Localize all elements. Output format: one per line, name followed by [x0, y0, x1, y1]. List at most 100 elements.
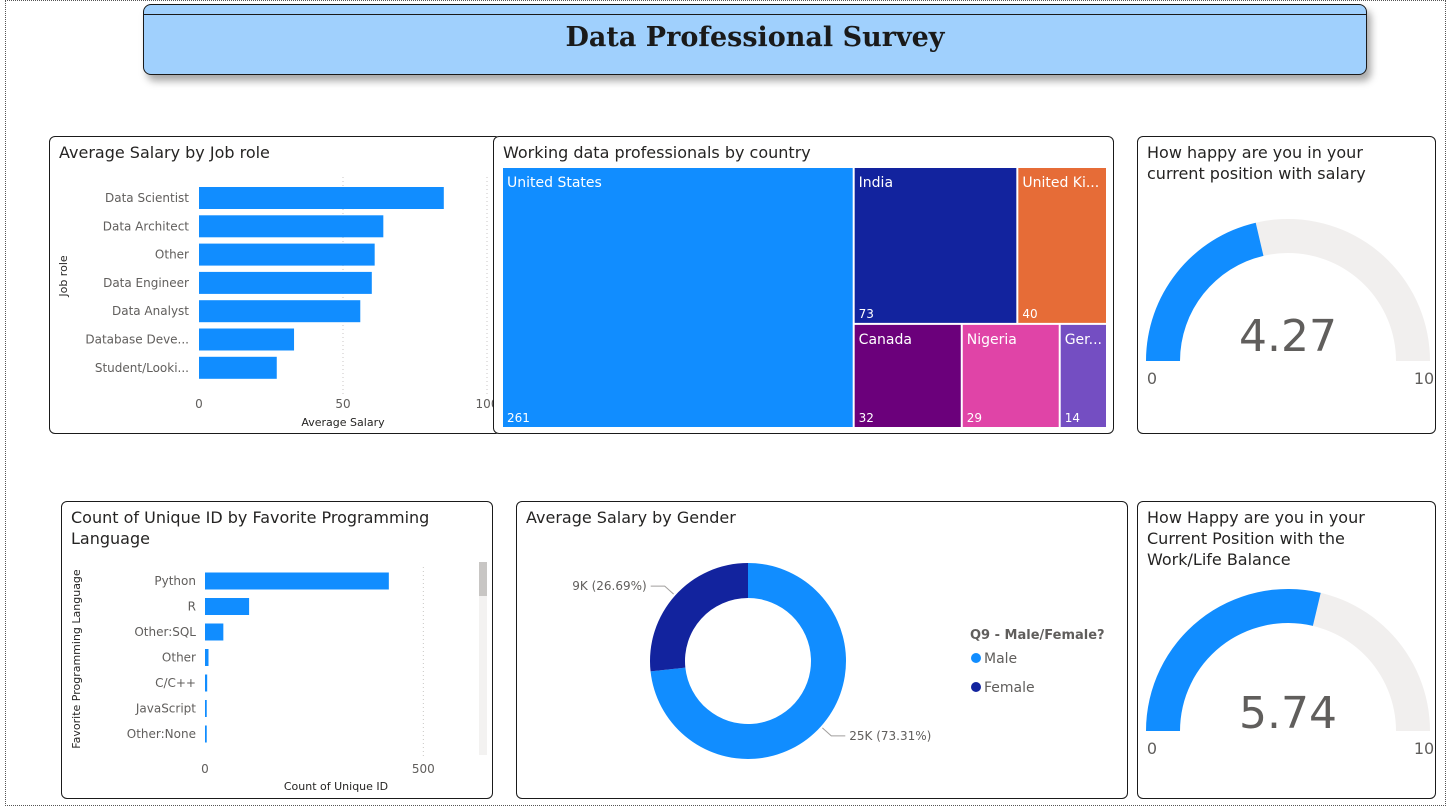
language-title-line1: Count of Unique ID by Favorite Programmi…	[71, 508, 430, 527]
bar	[205, 623, 224, 641]
x-tick-label: 50	[335, 397, 350, 411]
data-label-leader	[822, 727, 846, 737]
category-label: Data Architect	[103, 219, 190, 233]
bar	[205, 725, 207, 743]
legend-item-label: Female	[984, 680, 1035, 696]
data-label-leader	[650, 585, 674, 595]
legend-marker	[971, 682, 981, 692]
treemap-tile-label: Ger...	[1065, 332, 1102, 348]
category-label: Database Deve...	[85, 333, 189, 347]
gender-donut-chart[interactable]: 25K (73.31%) 9K (26.69%) Q9 - Male/Female?…	[517, 502, 1127, 798]
worklife-happiness-card[interactable]: How Happy are you in your Current Positi…	[1137, 501, 1436, 799]
y-axis-title: Job role	[57, 255, 70, 298]
salary-happiness-card[interactable]: How happy are you in your current positi…	[1137, 136, 1436, 434]
treemap-tile-label: United States	[507, 175, 602, 191]
salary-by-role-title: Average Salary by Job role	[59, 143, 270, 162]
gender-donut-card[interactable]: Average Salary by Gender 25K (73.31%) 9K …	[516, 501, 1128, 799]
category-label: Other:SQL	[134, 625, 196, 639]
y-axis-title: Favorite Programming Language	[70, 569, 83, 749]
donut-data-label: 9K (26.69%)	[572, 579, 646, 593]
bar	[205, 649, 209, 666]
country-treemap-card[interactable]: Working data professionals by country Un…	[493, 136, 1114, 434]
bar	[205, 700, 207, 717]
country-treemap-title: Working data professionals by country	[503, 143, 811, 162]
x-tick-label: 0	[201, 762, 209, 776]
category-label: Data Scientist	[105, 191, 189, 205]
language-chart[interactable]: 0 500 Python R Other:SQL Other C/C++ JavaScript…	[62, 502, 492, 798]
legend-item-label: Male	[984, 651, 1017, 667]
gauge-max-label: 10	[1414, 739, 1434, 758]
gauge-min-label: 0	[1147, 369, 1157, 388]
language-card[interactable]: Count of Unique ID by Favorite Programmi…	[61, 501, 493, 799]
bar	[205, 598, 250, 615]
category-label: Data Analyst	[112, 304, 189, 318]
legend-marker	[971, 653, 981, 663]
scrollbar-track	[479, 562, 487, 755]
category-label: C/C++	[155, 676, 196, 690]
language-title: Count of Unique ID by Favorite Programmi…	[71, 507, 429, 549]
donut-slice	[650, 563, 846, 759]
title-banner: Data Professional Survey	[143, 4, 1367, 75]
treemap-tile-label: India	[859, 175, 893, 191]
donut-slice	[650, 563, 748, 672]
x-tick-label: 100	[476, 397, 499, 411]
bar	[199, 300, 361, 323]
bar	[199, 271, 372, 294]
donut-data-label: 25K (73.31%)	[849, 729, 931, 743]
worklife-happiness-title-line2: Current Position with the	[1147, 529, 1345, 548]
worklife-happiness-title: How Happy are you in your Current Positi…	[1147, 507, 1365, 570]
treemap-tile	[1018, 168, 1106, 323]
country-treemap-chart[interactable]: United States 261 India 73 United Ki... 40 Can…	[494, 137, 1113, 433]
x-tick-label: 0	[195, 397, 203, 411]
category-label: JavaScript	[135, 702, 196, 716]
category-label: Other	[155, 248, 189, 262]
gauge-value-label: 5.74	[1239, 688, 1337, 739]
salary-by-role-chart[interactable]: 0 50 100 Data Scientist Data Architect Other D…	[50, 137, 500, 433]
category-label: Other:None	[127, 727, 196, 741]
bar	[199, 356, 277, 379]
treemap-tile-value: 261	[507, 411, 530, 425]
bar	[199, 243, 375, 266]
bar	[199, 187, 444, 209]
treemap-tile-value: 32	[859, 411, 874, 425]
treemap-tile-value: 29	[967, 411, 982, 425]
worklife-happiness-title-line3: Work/Life Balance	[1147, 550, 1291, 569]
category-label: Other	[162, 651, 196, 665]
gauge-value-label: 4.27	[1239, 311, 1337, 362]
gauge-max-label: 10	[1414, 369, 1434, 388]
legend-title: Q9 - Male/Female?	[970, 628, 1105, 643]
gauge-fill	[1146, 589, 1321, 731]
bar	[199, 215, 384, 238]
category-label: Data Engineer	[103, 276, 189, 290]
salary-happiness-title-line1: How happy are you in your	[1147, 143, 1363, 162]
language-title-line2: Language	[71, 529, 150, 548]
gender-donut-title: Average Salary by Gender	[526, 508, 736, 527]
bar	[205, 572, 389, 590]
banner-rule	[144, 14, 1366, 15]
report-canvas	[5, 0, 1446, 806]
page-title: Data Professional Survey	[565, 22, 945, 53]
worklife-happiness-gauge[interactable]: 5.74 0 10	[1138, 502, 1435, 798]
category-label: Python	[154, 574, 196, 588]
salary-happiness-gauge[interactable]: 4.27 0 10	[1138, 137, 1435, 433]
x-axis-title: Count of Unique ID	[284, 780, 388, 793]
treemap-tile	[962, 324, 1059, 427]
x-axis-title: Average Salary	[301, 416, 385, 429]
gauge-fill	[1146, 222, 1264, 361]
treemap-tile-label: Nigeria	[967, 332, 1017, 348]
salary-by-role-card[interactable]: Average Salary by Job role 0 50 100 Data Sc…	[49, 136, 501, 434]
salary-happiness-title: How happy are you in your current positi…	[1147, 142, 1366, 184]
treemap-tile	[854, 324, 961, 427]
treemap-tile-value: 40	[1022, 307, 1037, 321]
treemap-tile	[503, 168, 853, 427]
treemap-tile-label: Canada	[859, 332, 912, 348]
scrollbar-thumb[interactable]	[479, 562, 487, 596]
category-label: R	[188, 600, 196, 614]
x-tick-label: 500	[412, 762, 435, 776]
bar	[205, 674, 208, 692]
treemap-tile-label: United Ki...	[1022, 175, 1099, 191]
treemap-tile-value: 73	[859, 307, 874, 321]
gauge-min-label: 0	[1147, 739, 1157, 758]
treemap-tile	[854, 168, 1017, 323]
category-label: Student/Looki...	[95, 361, 189, 375]
